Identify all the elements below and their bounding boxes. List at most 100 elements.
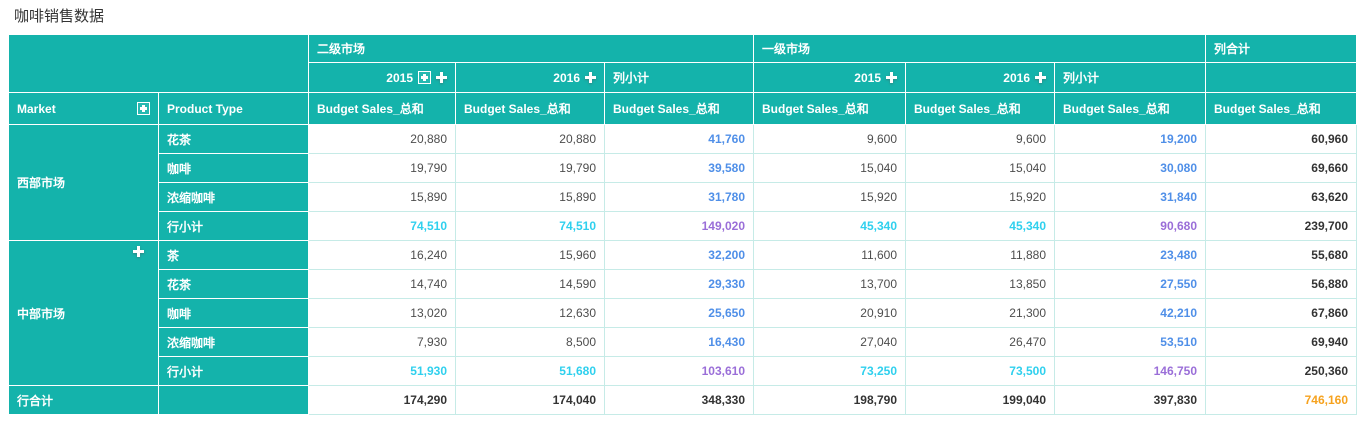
- value-cell: 51,930: [308, 356, 456, 386]
- value-cell: 42,210: [1054, 298, 1206, 328]
- value-cell: 11,600: [753, 240, 906, 270]
- measure-header: Budget Sales_总和: [905, 92, 1055, 125]
- pivot-table: 二级市场 一级市场 列合计 2015 2016 列小计 2015: [8, 34, 1357, 415]
- value-cell: 13,700: [753, 269, 906, 299]
- value-cell: 348,330: [604, 385, 754, 415]
- product-cell[interactable]: 咖啡: [158, 298, 309, 328]
- measure-header: Budget Sales_总和: [308, 92, 456, 125]
- value-cell: 32,200: [604, 240, 754, 270]
- value-cell: 73,500: [905, 356, 1055, 386]
- value-cell: 149,020: [604, 211, 754, 241]
- value-cell: 14,590: [455, 269, 605, 299]
- plus-icon[interactable]: [1035, 72, 1046, 83]
- value-cell: 13,020: [308, 298, 456, 328]
- product-cell[interactable]: 浓缩咖啡: [158, 327, 309, 357]
- value-cell: 13,850: [905, 269, 1055, 299]
- market-label: 中部市场: [17, 306, 66, 321]
- value-cell: 174,040: [455, 385, 605, 415]
- value-cell: 26,470: [905, 327, 1055, 357]
- value-cell: 12,630: [455, 298, 605, 328]
- value-cell: 15,920: [905, 182, 1055, 212]
- value-cell: 90,680: [1054, 211, 1206, 241]
- value-cell: 63,620: [1205, 182, 1357, 212]
- drill-icon[interactable]: [418, 71, 431, 84]
- value-cell: 74,510: [308, 211, 456, 241]
- column-subtotal-header-secondary[interactable]: 列小计: [604, 62, 754, 93]
- plus-icon[interactable]: [886, 72, 897, 83]
- value-cell: 15,960: [455, 240, 605, 270]
- value-cell: 41,760: [604, 124, 754, 154]
- measure-header: Budget Sales_总和: [1205, 92, 1357, 125]
- plus-icon[interactable]: [585, 72, 596, 83]
- year-label: 2015: [854, 70, 881, 85]
- plus-icon[interactable]: [133, 246, 144, 257]
- value-cell: 31,840: [1054, 182, 1206, 212]
- value-cell: 199,040: [905, 385, 1055, 415]
- grand-row-spacer: [158, 385, 309, 415]
- corner-blank-cell: [8, 34, 309, 93]
- year-label: 2016: [553, 70, 580, 85]
- value-cell: 397,830: [1054, 385, 1206, 415]
- value-cell: 15,040: [753, 153, 906, 183]
- value-cell: 30,080: [1054, 153, 1206, 183]
- product-cell[interactable]: 浓缩咖啡: [158, 182, 309, 212]
- year-header-secondary-2016[interactable]: 2016: [455, 62, 605, 93]
- value-cell: 19,790: [308, 153, 456, 183]
- value-cell: 7,930: [308, 327, 456, 357]
- value-cell: 51,680: [455, 356, 605, 386]
- page-title: 咖啡销售数据: [14, 8, 105, 25]
- column-grand-total-header[interactable]: 列合计: [1205, 34, 1357, 63]
- value-cell: 27,550: [1054, 269, 1206, 299]
- value-cell: 45,340: [753, 211, 906, 241]
- product-cell[interactable]: 花茶: [158, 124, 309, 154]
- value-cell: 198,790: [753, 385, 906, 415]
- value-cell: 20,880: [455, 124, 605, 154]
- drill-icon[interactable]: [137, 102, 150, 115]
- measure-header: Budget Sales_总和: [753, 92, 906, 125]
- market-cell-west[interactable]: 西部市场: [8, 124, 159, 241]
- plus-icon[interactable]: [436, 72, 447, 83]
- year-header-primary-2015[interactable]: 2015: [753, 62, 906, 93]
- year-header-secondary-2015[interactable]: 2015: [308, 62, 456, 93]
- market-cell-central[interactable]: 中部市场: [8, 240, 159, 386]
- value-cell: 56,880: [1205, 269, 1357, 299]
- row-subtotal-label: 行小计: [158, 356, 309, 386]
- value-cell: 21,300: [905, 298, 1055, 328]
- measure-header: Budget Sales_总和: [1054, 92, 1206, 125]
- value-cell: 239,700: [1205, 211, 1357, 241]
- group-header-secondary-market[interactable]: 二级市场: [308, 34, 754, 63]
- value-cell: 15,890: [308, 182, 456, 212]
- value-cell: 746,160: [1205, 385, 1357, 415]
- year-label: 2016: [1003, 70, 1030, 85]
- product-cell[interactable]: 茶: [158, 240, 309, 270]
- grand-total-blank-cell: [1205, 62, 1357, 93]
- value-cell: 69,940: [1205, 327, 1357, 357]
- row-dim-header-market[interactable]: Market: [8, 92, 159, 125]
- value-cell: 23,480: [1054, 240, 1206, 270]
- market-dim-label: Market: [17, 101, 56, 116]
- value-cell: 19,200: [1054, 124, 1206, 154]
- value-cell: 67,860: [1205, 298, 1357, 328]
- measure-header: Budget Sales_总和: [604, 92, 754, 125]
- value-cell: 25,650: [604, 298, 754, 328]
- grand-row-label: 行合计: [8, 385, 159, 415]
- value-cell: 8,500: [455, 327, 605, 357]
- value-cell: 45,340: [905, 211, 1055, 241]
- year-label: 2015: [386, 70, 413, 85]
- year-header-primary-2016[interactable]: 2016: [905, 62, 1055, 93]
- value-cell: 20,910: [753, 298, 906, 328]
- column-subtotal-header-primary[interactable]: 列小计: [1054, 62, 1206, 93]
- value-cell: 73,250: [753, 356, 906, 386]
- value-cell: 14,740: [308, 269, 456, 299]
- value-cell: 16,240: [308, 240, 456, 270]
- value-cell: 174,290: [308, 385, 456, 415]
- value-cell: 69,660: [1205, 153, 1357, 183]
- value-cell: 53,510: [1054, 327, 1206, 357]
- product-cell[interactable]: 花茶: [158, 269, 309, 299]
- row-dim-header-product-type[interactable]: Product Type: [158, 92, 309, 125]
- group-header-primary-market[interactable]: 一级市场: [753, 34, 1206, 63]
- value-cell: 250,360: [1205, 356, 1357, 386]
- value-cell: 31,780: [604, 182, 754, 212]
- product-cell[interactable]: 咖啡: [158, 153, 309, 183]
- value-cell: 27,040: [753, 327, 906, 357]
